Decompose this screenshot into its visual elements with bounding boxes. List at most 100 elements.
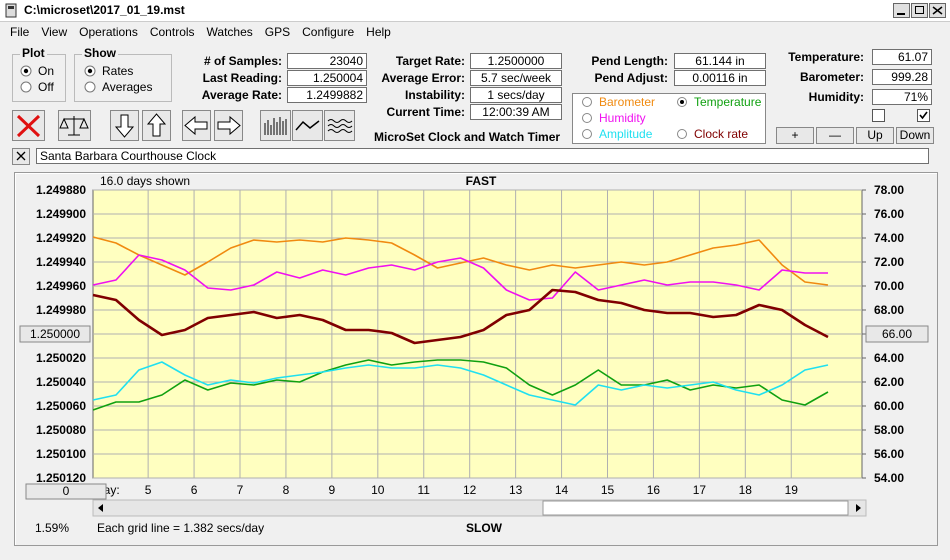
y-tick-label: 1.249920 bbox=[36, 231, 86, 245]
legend-label[interactable]: Amplitude bbox=[599, 127, 653, 141]
y2-tick-label: 68.00 bbox=[874, 303, 904, 317]
radio-button[interactable] bbox=[20, 65, 32, 77]
legend-radio[interactable] bbox=[582, 129, 592, 139]
group-title: Plot bbox=[20, 46, 47, 60]
readout-label: Instability: bbox=[404, 88, 465, 102]
y2-tick-label: 78.00 bbox=[874, 183, 904, 197]
grid-note: Each grid line = 1.382 secs/day bbox=[97, 521, 264, 535]
chart-panel bbox=[14, 172, 938, 546]
y-tick-label: 1.250020 bbox=[36, 351, 86, 365]
menu-item[interactable]: View bbox=[41, 25, 68, 39]
window-title: C:\microset\2017_01_19.mst bbox=[24, 3, 185, 17]
offset-box[interactable] bbox=[25, 483, 107, 500]
y-tick-label: 1.250080 bbox=[36, 423, 86, 437]
legend-radio[interactable] bbox=[677, 129, 687, 139]
x-tick-label: 19 bbox=[785, 483, 799, 497]
toolbar bbox=[12, 110, 355, 141]
radio-label[interactable]: Averages bbox=[102, 80, 153, 94]
checkbox-tick bbox=[919, 111, 928, 120]
button[interactable]: + bbox=[776, 127, 814, 144]
series-line bbox=[92, 236, 829, 286]
series-line bbox=[92, 254, 828, 301]
offset-value: 0 bbox=[63, 484, 70, 498]
y2-tick-label: 72.00 bbox=[874, 255, 904, 269]
button[interactable]: Down bbox=[896, 127, 934, 144]
menu-item[interactable]: Controls bbox=[149, 25, 195, 39]
right-button[interactable] bbox=[214, 110, 243, 141]
button[interactable]: — bbox=[816, 127, 854, 144]
radio-label[interactable]: Rates bbox=[102, 64, 134, 78]
menu-item[interactable]: Operations bbox=[79, 25, 138, 39]
title-bar: C:\microset\2017_01_19.mst bbox=[0, 0, 950, 22]
y-tick-label: 1.250040 bbox=[36, 375, 86, 389]
y2-tick-label: 54.00 bbox=[874, 471, 904, 485]
menu-bar: File View Operations Controls Watches GPS Conf… bbox=[0, 23, 950, 41]
menu-item[interactable]: Configure bbox=[302, 25, 355, 39]
left-button[interactable] bbox=[182, 110, 211, 141]
x-tick-label: 5 bbox=[145, 483, 152, 497]
x-tick-label: 11 bbox=[418, 483, 431, 497]
readout-label: Average Error: bbox=[381, 71, 465, 85]
readout-field: 1.2499882 bbox=[287, 87, 367, 103]
wave-button[interactable] bbox=[292, 110, 323, 141]
center-value-box[interactable] bbox=[865, 325, 929, 343]
noise-button[interactable] bbox=[324, 110, 355, 141]
percent: 1.59% bbox=[35, 521, 69, 535]
x-tick-label: 6 bbox=[191, 483, 198, 497]
checkbox[interactable] bbox=[917, 109, 930, 122]
legend-label[interactable]: Clock rate bbox=[694, 127, 748, 141]
x-tick-label: 17 bbox=[693, 483, 707, 497]
x-tick-label: 7 bbox=[237, 483, 244, 497]
y-tick-label: 1.249960 bbox=[36, 279, 86, 293]
y-tick-label: 1.250060 bbox=[36, 399, 86, 413]
y-tick-label: 1.249880 bbox=[36, 183, 86, 197]
radio-button[interactable] bbox=[20, 81, 32, 93]
radio-label[interactable]: Off bbox=[38, 80, 54, 94]
up-button[interactable] bbox=[142, 110, 171, 141]
readout-field: 61.07 bbox=[872, 49, 932, 65]
window-controls[interactable] bbox=[893, 3, 947, 19]
legend-label[interactable]: Barometer bbox=[599, 95, 655, 109]
readout-label: Temperature: bbox=[788, 50, 864, 64]
readout-field: 23040 bbox=[287, 53, 367, 69]
app-icon bbox=[5, 3, 17, 18]
radio-label[interactable]: On bbox=[38, 64, 55, 78]
close-clock-button[interactable] bbox=[12, 148, 30, 165]
menu-item[interactable]: Help bbox=[366, 25, 391, 39]
y-tick-label: 1.249900 bbox=[36, 207, 86, 221]
legend-label[interactable]: Temperature bbox=[694, 95, 762, 109]
x-tick-label: 8 bbox=[283, 483, 290, 497]
menu-item[interactable]: Watches bbox=[206, 25, 253, 39]
clear-button[interactable] bbox=[12, 110, 45, 141]
clock-name-field[interactable]: Santa Barbara Courthouse Clock bbox=[36, 148, 929, 164]
legend-radio[interactable] bbox=[582, 97, 592, 107]
button[interactable]: Up bbox=[856, 127, 894, 144]
menu-item[interactable]: File bbox=[10, 25, 30, 39]
checkbox[interactable] bbox=[872, 109, 885, 122]
readout-field: 5.7 sec/week bbox=[470, 70, 562, 86]
balance-button[interactable] bbox=[58, 110, 91, 141]
readout-field: 71% bbox=[872, 89, 932, 105]
y2-tick-label: 70.00 bbox=[874, 279, 904, 293]
center-value-box[interactable] bbox=[19, 325, 91, 343]
bars-button[interactable] bbox=[260, 110, 291, 141]
radio-button[interactable] bbox=[84, 81, 96, 93]
legend-label[interactable]: Humidity bbox=[599, 111, 646, 125]
y-tick-label: 1.250100 bbox=[36, 447, 86, 461]
legend-box bbox=[572, 93, 766, 144]
series-line bbox=[92, 359, 829, 411]
y2-tick-label: 74.00 bbox=[874, 231, 904, 245]
scroll-thumb[interactable] bbox=[542, 500, 849, 516]
readout-label: Current Time: bbox=[386, 105, 465, 119]
menu-item[interactable]: GPS bbox=[264, 25, 291, 39]
readout-field: 1.250004 bbox=[287, 70, 367, 86]
readout-field: 1 secs/day bbox=[470, 87, 562, 103]
series-line bbox=[92, 288, 829, 345]
radio-button[interactable] bbox=[84, 65, 96, 77]
y-tick-label: 1.250120 bbox=[36, 471, 86, 485]
legend-radio[interactable] bbox=[582, 113, 592, 123]
down-button[interactable] bbox=[110, 110, 139, 141]
y2-tick-label: 60.00 bbox=[874, 399, 904, 413]
